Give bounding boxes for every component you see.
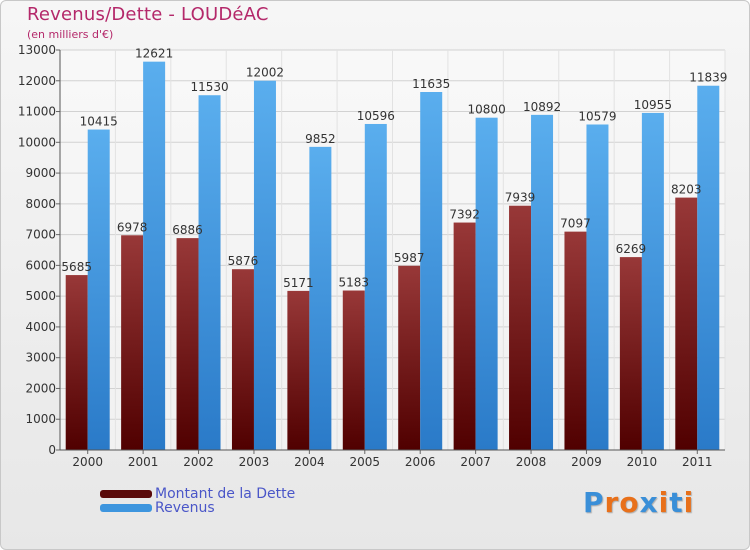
y-tick-label: 7000 [25, 228, 56, 242]
data-label-debt: 6978 [117, 220, 148, 234]
data-label-revenus: 11839 [689, 71, 727, 85]
bar-debt [619, 257, 642, 450]
legend-label-debt: Montant de la Dette [155, 486, 296, 502]
data-label-debt: 5876 [228, 254, 259, 268]
data-label-debt: 6886 [172, 223, 203, 237]
y-tick-label: 5000 [25, 289, 56, 303]
bar-debt [65, 275, 88, 450]
y-tick-label: 8000 [25, 197, 56, 211]
logo-letter: i [658, 486, 670, 519]
bar-debt [453, 222, 476, 450]
data-label-revenus: 11635 [412, 77, 450, 91]
bar-revenus [198, 95, 221, 450]
data-label-revenus: 10596 [357, 109, 395, 123]
data-label-debt: 5183 [339, 276, 370, 290]
data-label-debt: 5171 [283, 276, 314, 290]
data-label-debt: 8203 [671, 183, 702, 197]
data-label-debt: 7939 [505, 191, 536, 205]
logo-letter: x [639, 486, 659, 519]
logo-letter: t [669, 486, 684, 519]
data-label-revenus: 9852 [305, 132, 336, 146]
data-label-revenus: 10415 [80, 115, 118, 129]
legend-swatch-revenus [100, 504, 152, 512]
legend-label-revenus: Revenus [155, 500, 215, 516]
y-tick-label: 2000 [25, 381, 56, 395]
bar-revenus [253, 80, 276, 450]
bar-revenus [309, 146, 332, 450]
logo-letter: r [604, 486, 620, 519]
data-label-debt: 6269 [616, 242, 647, 256]
chart-title: Revenus/Dette - LOUDéAC [27, 4, 269, 25]
bar-revenus [586, 124, 609, 450]
x-tick-label: 2004 [294, 455, 325, 469]
bar-debt [287, 290, 310, 450]
y-tick-label: 9000 [25, 166, 56, 180]
bar-revenus [364, 123, 387, 450]
data-label-revenus: 10800 [468, 103, 506, 117]
x-tick-label: 2009 [571, 455, 602, 469]
y-tick-label: 6000 [25, 258, 56, 272]
y-tick-label: 13000 [18, 43, 56, 57]
x-tick-label: 2008 [516, 455, 547, 469]
data-label-debt: 7097 [560, 217, 591, 231]
y-tick-label: 11000 [18, 105, 56, 119]
x-tick-label: 2006 [405, 455, 436, 469]
proxiti-logo: Proxiti [583, 486, 694, 519]
bar-debt [121, 235, 144, 450]
bar-revenus [697, 85, 720, 450]
legend-swatch-debt [100, 490, 152, 498]
bar-debt [675, 197, 698, 450]
y-tick-label: 3000 [25, 351, 56, 365]
data-label-revenus: 12002 [246, 66, 284, 80]
bar-debt [398, 265, 421, 450]
bar-revenus [531, 114, 554, 450]
y-tick-label: 1000 [25, 412, 56, 426]
logo-letter: i [683, 486, 695, 519]
x-tick-label: 2005 [350, 455, 381, 469]
y-tick-label: 10000 [18, 135, 56, 149]
x-tick-label: 2001 [128, 455, 159, 469]
data-label-debt: 7392 [449, 208, 480, 222]
data-label-revenus: 11530 [190, 80, 228, 94]
data-label-revenus: 12621 [135, 47, 173, 61]
y-tick-label: 0 [48, 443, 56, 457]
bar-revenus [420, 92, 443, 450]
x-tick-label: 2010 [627, 455, 658, 469]
data-label-revenus: 10579 [578, 109, 616, 123]
logo-letter: P [583, 486, 605, 519]
bar-revenus [641, 112, 664, 450]
bar-debt [176, 238, 199, 450]
x-tick-label: 2007 [460, 455, 491, 469]
data-label-debt: 5987 [394, 251, 425, 265]
data-label-debt: 5685 [61, 260, 92, 274]
y-tick-label: 4000 [25, 320, 56, 334]
bar-revenus [143, 61, 166, 451]
bar-debt [342, 290, 365, 450]
data-label-revenus: 10892 [523, 100, 561, 114]
bar-revenus [87, 129, 110, 451]
bar-debt [231, 269, 254, 450]
bar-debt [509, 205, 532, 450]
y-tick-label: 12000 [18, 74, 56, 88]
chart-subtitle: (en milliers d'€) [27, 28, 114, 41]
x-tick-label: 2002 [183, 455, 214, 469]
bar-debt [564, 231, 587, 450]
x-tick-label: 2003 [239, 455, 270, 469]
data-label-revenus: 10955 [634, 98, 672, 112]
x-tick-label: 2011 [682, 455, 713, 469]
bar-revenus [475, 117, 498, 450]
logo-letter: o [619, 486, 640, 519]
x-tick-label: 2000 [72, 455, 103, 469]
